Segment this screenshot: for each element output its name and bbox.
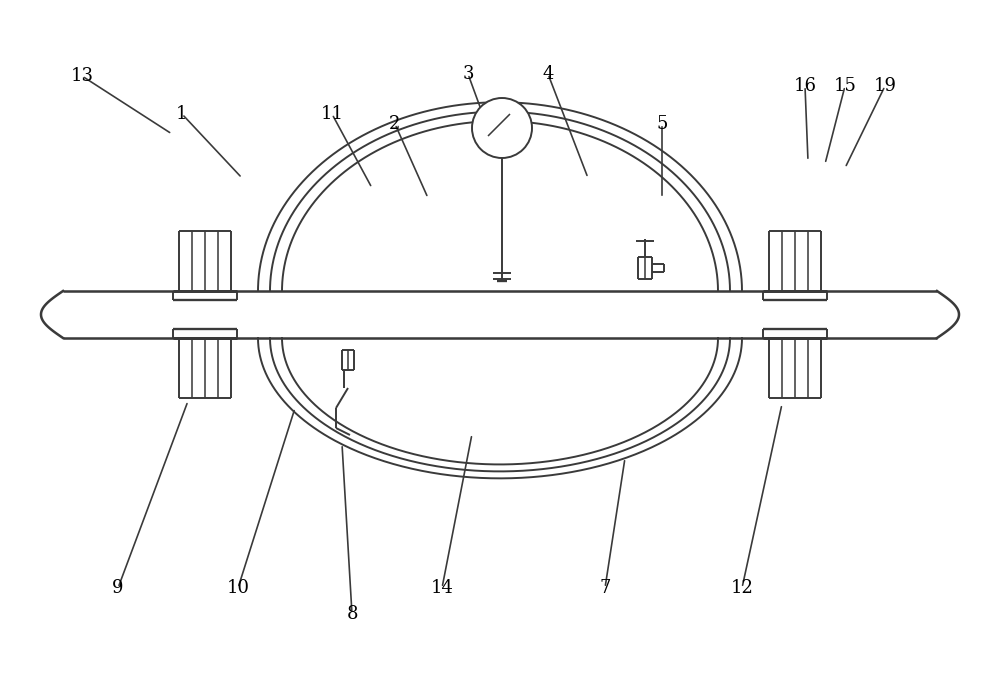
Text: 8: 8 — [346, 605, 358, 623]
Bar — [55, 291, 945, 338]
Text: 5: 5 — [656, 115, 668, 133]
Text: 14: 14 — [431, 579, 453, 597]
Text: 19: 19 — [874, 77, 896, 95]
Text: 10: 10 — [226, 579, 250, 597]
Text: 15: 15 — [834, 77, 856, 95]
Text: 2: 2 — [389, 115, 401, 133]
Text: 3: 3 — [462, 65, 474, 83]
Text: 9: 9 — [112, 579, 124, 597]
Text: 7: 7 — [599, 579, 611, 597]
Text: 12: 12 — [731, 579, 753, 597]
Circle shape — [472, 98, 532, 158]
Text: 11: 11 — [320, 105, 344, 123]
Text: 13: 13 — [70, 67, 94, 85]
Text: 16: 16 — [794, 77, 817, 95]
Text: 4: 4 — [542, 65, 554, 83]
Text: 1: 1 — [176, 105, 188, 123]
